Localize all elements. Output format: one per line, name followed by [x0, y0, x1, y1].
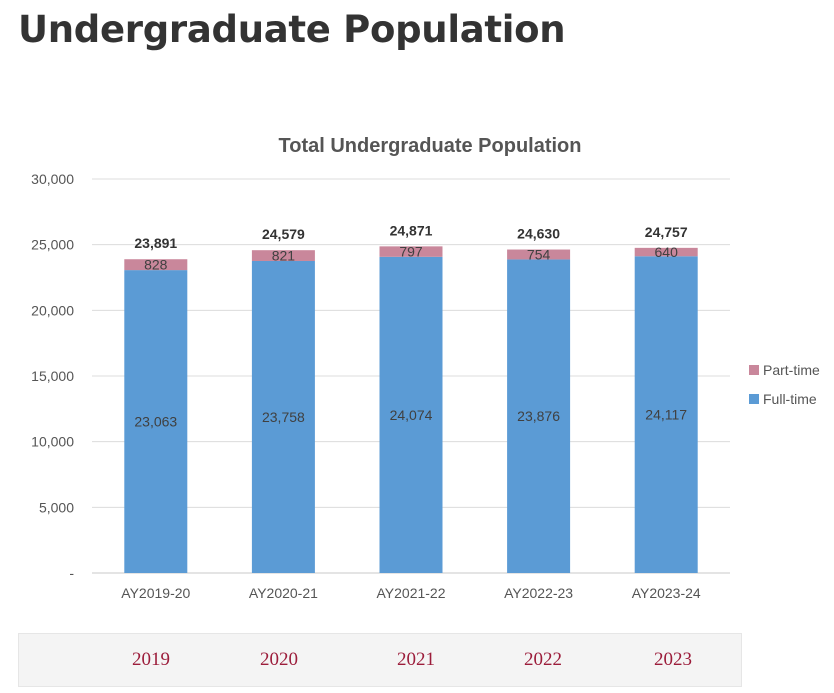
data-label-full-time: 24,074 [390, 407, 433, 423]
legend: Part-time Full-time [749, 362, 820, 407]
x-tick-label: AY2020-21 [249, 585, 318, 601]
year-tab-2019[interactable]: 2019 [132, 649, 170, 670]
y-tick-label: 5,000 [39, 499, 74, 515]
y-axis: - 5,000 10,000 15,000 20,000 25,000 30,000 [31, 171, 74, 581]
data-label-total: 23,891 [134, 235, 177, 251]
data-label-full-time: 23,063 [134, 414, 177, 430]
year-tab-2021[interactable]: 2021 [397, 649, 435, 670]
x-axis: AY2019-20 AY2020-21 AY2021-22 AY2022-23 AY20… [121, 585, 701, 601]
legend-swatch [749, 394, 759, 404]
legend-label: Full-time [763, 391, 817, 407]
data-label-total: 24,630 [517, 226, 560, 242]
y-tick-label: 25,000 [31, 237, 74, 253]
legend-swatch [749, 365, 759, 375]
bar-part-time [124, 259, 188, 271]
data-label-total: 24,757 [645, 224, 688, 240]
year-tab-2020[interactable]: 2020 [260, 649, 298, 670]
data-label-full-time: 24,117 [645, 407, 687, 423]
bar-part-time [507, 249, 571, 260]
x-tick-label: AY2021-22 [376, 585, 445, 601]
chart-title: Total Undergraduate Population [279, 135, 582, 157]
bar-part-time [379, 246, 443, 257]
bar-full-time [507, 259, 571, 573]
data-label-part-time: 821 [272, 248, 296, 264]
stacked-bar-chart: Total Undergraduate Population - 5,000 10,… [31, 135, 820, 601]
x-tick-label: AY2022-23 [504, 585, 573, 601]
chart-container: Total Undergraduate Population - 5,000 10,… [0, 115, 834, 615]
data-label-full-time: 23,876 [517, 408, 560, 424]
y-tick-label: 20,000 [31, 302, 74, 318]
data-label-part-time: 828 [144, 257, 168, 273]
year-tab-2022[interactable]: 2022 [524, 649, 562, 670]
y-tick-label: 15,000 [31, 368, 74, 384]
legend-label: Part-time [763, 362, 820, 378]
bars [124, 246, 698, 573]
bar-full-time [251, 260, 315, 573]
data-label-total: 24,871 [390, 222, 433, 238]
y-tick-label: - [69, 565, 74, 581]
bar-full-time [379, 256, 443, 573]
data-label-full-time: 23,758 [262, 409, 305, 425]
bar-part-time [634, 247, 698, 257]
x-tick-label: AY2023-24 [632, 585, 701, 601]
data-label-part-time: 797 [399, 244, 423, 260]
data-label-total: 24,579 [262, 226, 305, 242]
data-label-part-time: 640 [655, 244, 679, 260]
bar-part-time [251, 250, 315, 261]
bar-full-time [634, 256, 698, 573]
data-label-part-time: 754 [527, 246, 551, 262]
year-tabs: 2019 2020 2021 2022 2023 [18, 633, 742, 687]
bar-full-time [124, 270, 188, 573]
x-tick-label: AY2019-20 [121, 585, 190, 601]
y-tick-label: 30,000 [31, 171, 74, 187]
y-tick-label: 10,000 [31, 434, 74, 450]
data-labels: 23,063 828 23,891 23,758 821 24,579 24,074 797 2… [134, 222, 687, 429]
page-title: Undergraduate Population [18, 8, 566, 51]
year-tab-2023[interactable]: 2023 [654, 649, 692, 670]
